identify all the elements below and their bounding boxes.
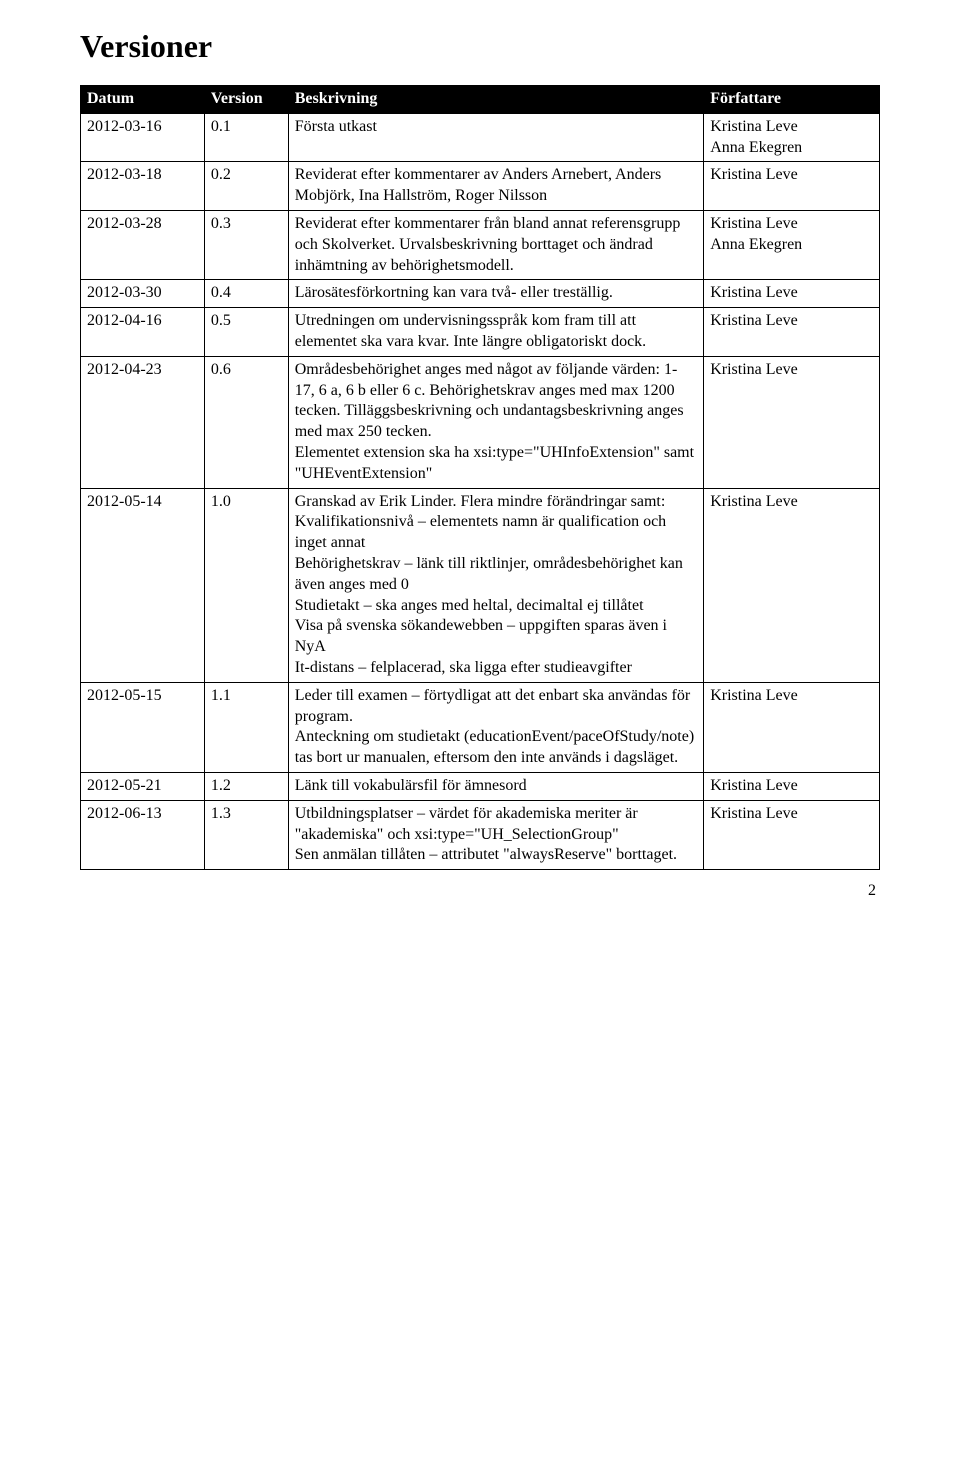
page: Versioner Datum Version Beskrivning Förf… bbox=[0, 0, 960, 940]
table-row: 2012-03-180.2Reviderat efter kommentarer… bbox=[81, 162, 880, 211]
cell-forfattare: Kristina Leve bbox=[704, 280, 880, 308]
cell-version: 1.1 bbox=[204, 682, 288, 772]
table-row: 2012-03-280.3Reviderat efter kommentarer… bbox=[81, 210, 880, 279]
cell-datum: 2012-03-18 bbox=[81, 162, 205, 211]
cell-beskrivning: Länk till vokabulärsfil för ämnesord bbox=[288, 772, 703, 800]
cell-datum: 2012-04-16 bbox=[81, 308, 205, 357]
cell-beskrivning: Reviderat efter kommentarer från bland a… bbox=[288, 210, 703, 279]
cell-version: 0.1 bbox=[204, 113, 288, 162]
cell-datum: 2012-05-14 bbox=[81, 488, 205, 682]
cell-datum: 2012-03-16 bbox=[81, 113, 205, 162]
table-row: 2012-04-230.6Områdesbehörighet anges med… bbox=[81, 356, 880, 488]
table-row: 2012-03-300.4Lärosätesförkortning kan va… bbox=[81, 280, 880, 308]
table-row: 2012-05-141.0Granskad av Erik Linder. Fl… bbox=[81, 488, 880, 682]
cell-version: 1.2 bbox=[204, 772, 288, 800]
cell-datum: 2012-06-13 bbox=[81, 800, 205, 869]
cell-forfattare: Kristina Leve bbox=[704, 488, 880, 682]
cell-datum: 2012-05-15 bbox=[81, 682, 205, 772]
col-header-version: Version bbox=[204, 86, 288, 114]
cell-forfattare: Kristina Leve bbox=[704, 162, 880, 211]
table-row: 2012-05-151.1Leder till examen – förtydl… bbox=[81, 682, 880, 772]
cell-version: 0.3 bbox=[204, 210, 288, 279]
cell-beskrivning: Utredningen om undervisningsspråk kom fr… bbox=[288, 308, 703, 357]
cell-version: 0.5 bbox=[204, 308, 288, 357]
cell-datum: 2012-04-23 bbox=[81, 356, 205, 488]
cell-version: 1.3 bbox=[204, 800, 288, 869]
col-header-beskrivning: Beskrivning bbox=[288, 86, 703, 114]
col-header-datum: Datum bbox=[81, 86, 205, 114]
table-row: 2012-05-211.2Länk till vokabulärsfil för… bbox=[81, 772, 880, 800]
cell-forfattare: Kristina Leve Anna Ekegren bbox=[704, 113, 880, 162]
cell-beskrivning: Reviderat efter kommentarer av Anders Ar… bbox=[288, 162, 703, 211]
cell-beskrivning: Utbildningsplatser – värdet för akademis… bbox=[288, 800, 703, 869]
col-header-forfattare: Författare bbox=[704, 86, 880, 114]
cell-beskrivning: Granskad av Erik Linder. Flera mindre fö… bbox=[288, 488, 703, 682]
cell-version: 1.0 bbox=[204, 488, 288, 682]
page-number: 2 bbox=[80, 882, 880, 900]
cell-forfattare: Kristina Leve bbox=[704, 682, 880, 772]
table-row: 2012-04-160.5Utredningen om undervisning… bbox=[81, 308, 880, 357]
cell-beskrivning: Områdesbehörighet anges med något av föl… bbox=[288, 356, 703, 488]
cell-datum: 2012-03-30 bbox=[81, 280, 205, 308]
cell-version: 0.4 bbox=[204, 280, 288, 308]
versions-table: Datum Version Beskrivning Författare 201… bbox=[80, 85, 880, 870]
cell-forfattare: Kristina Leve bbox=[704, 800, 880, 869]
cell-forfattare: Kristina Leve bbox=[704, 356, 880, 488]
table-row: 2012-03-160.1Första utkastKristina Leve … bbox=[81, 113, 880, 162]
cell-beskrivning: Leder till examen – förtydligat att det … bbox=[288, 682, 703, 772]
cell-beskrivning: Första utkast bbox=[288, 113, 703, 162]
table-header-row: Datum Version Beskrivning Författare bbox=[81, 86, 880, 114]
cell-forfattare: Kristina Leve bbox=[704, 308, 880, 357]
cell-version: 0.2 bbox=[204, 162, 288, 211]
table-row: 2012-06-131.3Utbildningsplatser – värdet… bbox=[81, 800, 880, 869]
page-title: Versioner bbox=[80, 28, 880, 65]
cell-datum: 2012-05-21 bbox=[81, 772, 205, 800]
cell-forfattare: Kristina Leve bbox=[704, 772, 880, 800]
cell-datum: 2012-03-28 bbox=[81, 210, 205, 279]
cell-version: 0.6 bbox=[204, 356, 288, 488]
cell-forfattare: Kristina Leve Anna Ekegren bbox=[704, 210, 880, 279]
cell-beskrivning: Lärosätesförkortning kan vara två- eller… bbox=[288, 280, 703, 308]
